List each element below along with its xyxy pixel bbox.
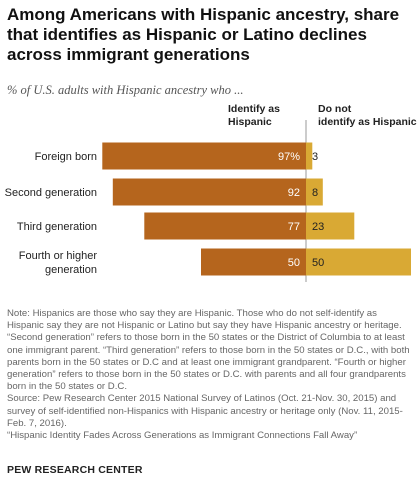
category-label: Third generation — [17, 221, 97, 233]
identify-value-label: 77 — [288, 221, 300, 233]
not-identify-value-label: 3 — [312, 151, 318, 163]
category-label: Second generation — [5, 187, 97, 199]
category-label-line-2: generation — [45, 264, 97, 276]
identify-value-label: 97% — [278, 151, 300, 163]
legend-not-identify-line-1: Do not — [318, 103, 352, 115]
category-label: Foreign born — [35, 151, 97, 163]
identify-value-label: 50 — [288, 257, 300, 269]
identify-bar — [144, 212, 306, 240]
identify-bar — [112, 178, 306, 206]
footer-org: PEW RESEARCH CENTER — [7, 464, 143, 476]
category-label-line-1: Fourth or higher — [19, 250, 98, 262]
note-text: Note: Hispanics are those who say they a… — [7, 308, 410, 393]
legend-not-identify-line-2: identify as Hispanic — [318, 116, 417, 128]
legend-identify-line-1: Identify as — [228, 103, 280, 115]
legend-identify-line-2: Hispanic — [228, 116, 272, 128]
not-identify-bar — [306, 248, 411, 276]
chart-title: Among Americans with Hispanic ancestry, … — [7, 5, 400, 64]
source-text: Source: Pew Research Center 2015 Nationa… — [7, 393, 403, 429]
not-identify-value-label: 8 — [312, 187, 318, 199]
identify-bar — [201, 248, 306, 276]
not-identify-bar — [306, 142, 313, 170]
not-identify-value-label: 23 — [312, 221, 324, 233]
chart-subtitle: % of U.S. adults with Hispanic ancestry … — [7, 83, 244, 97]
not-identify-value-label: 50 — [312, 257, 324, 269]
not-identify-bar — [306, 212, 355, 240]
notes-section: Note: Hispanics are those who say they a… — [7, 308, 415, 442]
identify-value-label: 92 — [288, 187, 300, 199]
identify-bar — [102, 142, 306, 170]
not-identify-bar — [306, 178, 323, 206]
report-title-text: “Hispanic Identity Fades Across Generati… — [7, 430, 358, 442]
